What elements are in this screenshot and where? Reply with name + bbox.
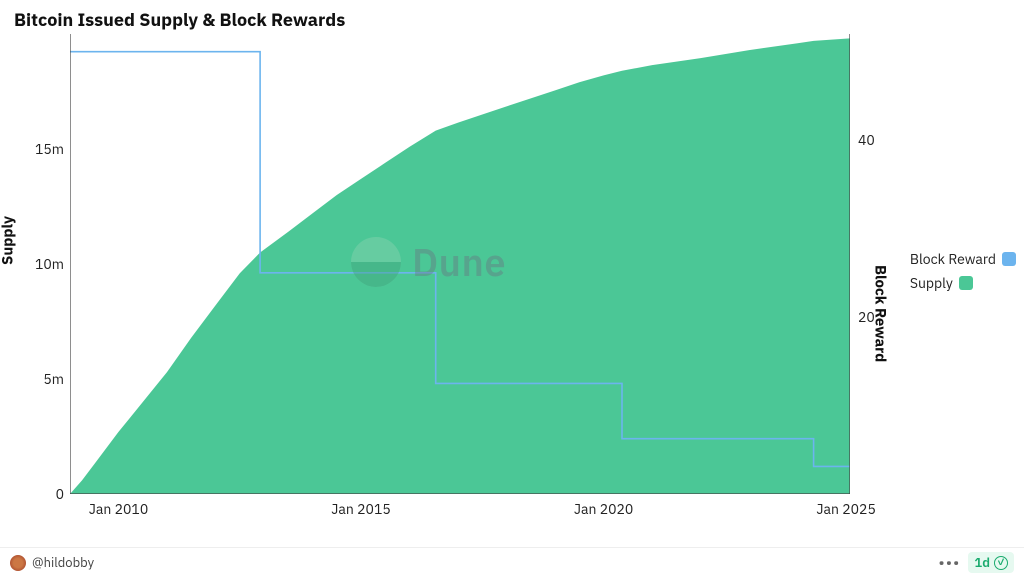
legend-label: Block Reward [910, 250, 996, 268]
chart-title: Bitcoin Issued Supply & Block Rewards [14, 8, 345, 31]
y2-tick-label: 20 [858, 308, 898, 326]
legend-item-supply[interactable]: Supply [910, 274, 1016, 292]
legend-swatch-supply [959, 276, 973, 290]
y1-tick-label: 5m [4, 370, 64, 388]
x-tick-label: Jan 2015 [331, 500, 390, 518]
author-handle: @hildobby [32, 554, 94, 571]
y1-tick-label: 15m [4, 140, 64, 158]
avatar-icon [10, 555, 26, 571]
x-tick-label: Jan 2020 [574, 500, 633, 518]
x-tick-label: Jan 2025 [816, 500, 875, 518]
author-link[interactable]: @hildobby [10, 554, 94, 571]
check-icon: ✓ [994, 556, 1008, 570]
legend-swatch-block-reward [1002, 252, 1016, 266]
y2-tick-label: 40 [858, 131, 898, 149]
legend-label: Supply [910, 274, 953, 292]
chart-legend: Block Reward Supply [910, 250, 1016, 298]
y1-tick-label: 10m [4, 255, 64, 273]
chart-svg [70, 34, 850, 494]
y1-tick-label: 0 [4, 485, 64, 503]
legend-item-block-reward[interactable]: Block Reward [910, 250, 1016, 268]
refresh-badge[interactable]: 1d ✓ [968, 552, 1014, 573]
chart-footer: @hildobby ••• 1d ✓ [0, 547, 1024, 577]
x-tick-label: Jan 2010 [89, 500, 148, 518]
chart-plot-area [70, 34, 850, 494]
refresh-interval-label: 1d [974, 554, 990, 571]
more-menu-button[interactable]: ••• [938, 553, 960, 573]
supply-area [70, 38, 850, 494]
